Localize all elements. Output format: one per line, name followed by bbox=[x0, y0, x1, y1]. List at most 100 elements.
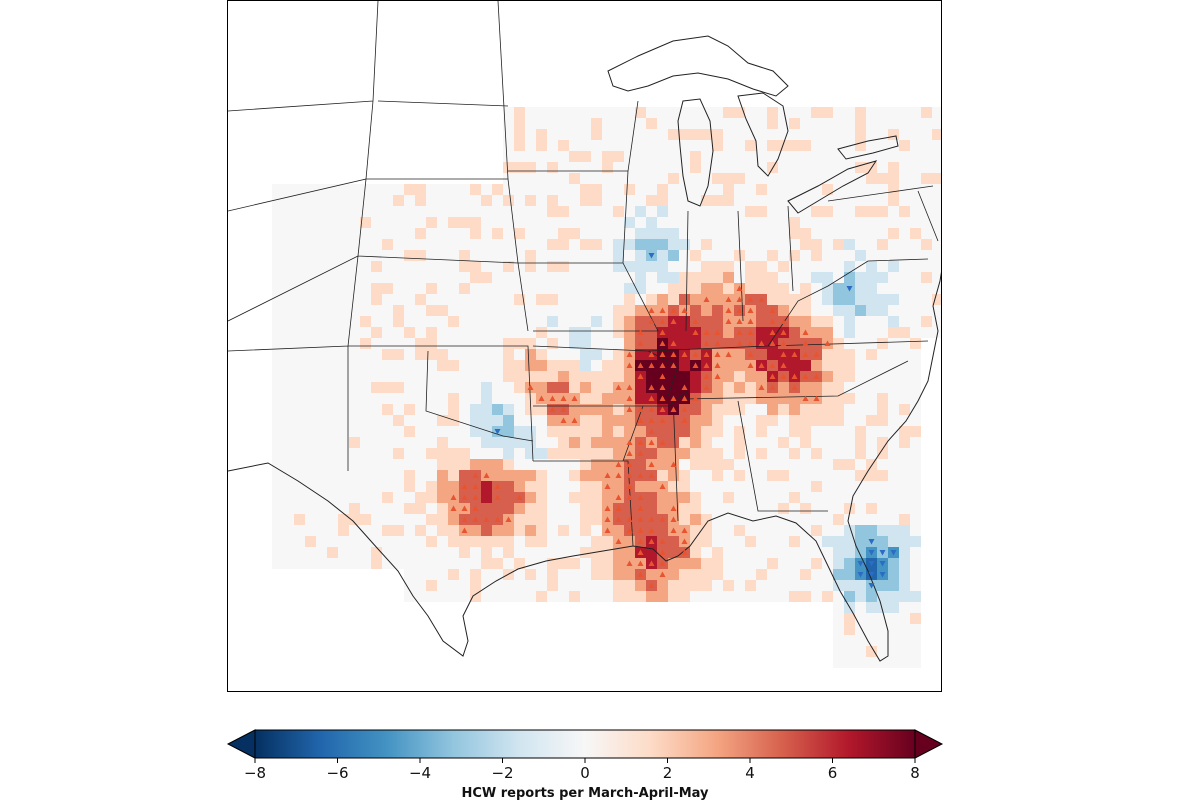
triangle-up-marker bbox=[461, 516, 468, 522]
grid-cell bbox=[888, 162, 899, 173]
grid-cell bbox=[338, 338, 349, 349]
grid-cell bbox=[723, 195, 734, 206]
grid-cell bbox=[910, 338, 921, 349]
grid-cell bbox=[272, 239, 283, 250]
grid-cell bbox=[613, 481, 624, 492]
grid-cell bbox=[305, 206, 316, 217]
triangle-up-marker bbox=[648, 428, 655, 434]
grid-cell bbox=[767, 283, 778, 294]
grid-cell bbox=[624, 162, 635, 173]
grid-cell bbox=[448, 415, 459, 426]
grid-cell bbox=[866, 503, 877, 514]
grid-cell bbox=[899, 349, 910, 360]
grid-cell bbox=[811, 118, 822, 129]
grid-cell bbox=[910, 470, 921, 481]
grid-cell bbox=[558, 448, 569, 459]
grid-cell bbox=[602, 393, 613, 404]
grid-cell bbox=[503, 250, 514, 261]
grid-cell bbox=[833, 525, 844, 536]
grid-cell bbox=[668, 536, 679, 547]
grid-cell bbox=[437, 503, 448, 514]
grid-cell bbox=[734, 118, 745, 129]
grid-cell bbox=[635, 107, 646, 118]
grid-cell bbox=[888, 635, 899, 646]
grid-cell bbox=[569, 261, 580, 272]
grid-cell bbox=[481, 580, 492, 591]
grid-cell bbox=[767, 195, 778, 206]
grid-cell bbox=[624, 426, 635, 437]
grid-cell bbox=[338, 371, 349, 382]
grid-cell bbox=[525, 184, 536, 195]
grid-cell bbox=[525, 547, 536, 558]
triangle-up-marker bbox=[483, 472, 490, 478]
grid-cell bbox=[547, 503, 558, 514]
grid-cell bbox=[294, 459, 305, 470]
grid-cell bbox=[789, 217, 800, 228]
grid-cell bbox=[404, 470, 415, 481]
grid-cell bbox=[393, 217, 404, 228]
grid-cell bbox=[327, 558, 338, 569]
grid-cell bbox=[558, 305, 569, 316]
grid-cell bbox=[580, 217, 591, 228]
grid-cell bbox=[624, 536, 635, 547]
grid-cell bbox=[866, 393, 877, 404]
grid-cell bbox=[877, 657, 888, 668]
grid-cell bbox=[393, 514, 404, 525]
grid-cell bbox=[602, 162, 613, 173]
grid-cell bbox=[855, 327, 866, 338]
grid-cell bbox=[789, 448, 800, 459]
grid-cell bbox=[613, 349, 624, 360]
grid-cell bbox=[437, 481, 448, 492]
grid-cell bbox=[833, 184, 844, 195]
grid-cell bbox=[822, 426, 833, 437]
grid-cell bbox=[316, 470, 327, 481]
grid-cell bbox=[800, 415, 811, 426]
triangle-down-marker bbox=[868, 550, 875, 556]
grid-cell bbox=[305, 481, 316, 492]
grid-cell bbox=[855, 657, 866, 668]
grid-cell bbox=[789, 426, 800, 437]
grid-cell bbox=[591, 118, 602, 129]
grid-cell bbox=[536, 140, 547, 151]
grid-cell bbox=[910, 151, 921, 162]
grid-cell bbox=[503, 558, 514, 569]
grid-cell bbox=[811, 338, 822, 349]
grid-cell bbox=[646, 272, 657, 283]
grid-cell bbox=[316, 393, 327, 404]
grid-cell bbox=[910, 481, 921, 492]
grid-cell bbox=[349, 217, 360, 228]
grid-cell bbox=[371, 360, 382, 371]
grid-cell bbox=[316, 547, 327, 558]
grid-cell bbox=[470, 536, 481, 547]
grid-cell bbox=[888, 525, 899, 536]
grid-cell bbox=[668, 195, 679, 206]
grid-cell bbox=[283, 525, 294, 536]
grid-cell bbox=[789, 514, 800, 525]
grid-cell bbox=[481, 294, 492, 305]
grid-cell bbox=[415, 503, 426, 514]
grid-cell bbox=[635, 162, 646, 173]
grid-cell bbox=[778, 492, 789, 503]
grid-cell bbox=[481, 239, 492, 250]
grid-cell bbox=[712, 470, 723, 481]
triangle-up-marker bbox=[648, 538, 655, 544]
grid-cell bbox=[415, 536, 426, 547]
triangle-down-marker bbox=[879, 572, 886, 578]
grid-cell bbox=[393, 228, 404, 239]
grid-cell bbox=[536, 448, 547, 459]
grid-cell bbox=[888, 415, 899, 426]
grid-cell bbox=[459, 349, 470, 360]
grid-cell bbox=[371, 393, 382, 404]
grid-cell bbox=[910, 107, 921, 118]
grid-cell bbox=[591, 514, 602, 525]
grid-cell bbox=[305, 448, 316, 459]
grid-cell bbox=[734, 492, 745, 503]
triangle-up-marker bbox=[714, 373, 721, 379]
grid-cell bbox=[646, 448, 657, 459]
grid-cell bbox=[536, 492, 547, 503]
grid-cell bbox=[492, 206, 503, 217]
grid-cell bbox=[877, 272, 888, 283]
grid-cell bbox=[822, 316, 833, 327]
grid-cell bbox=[415, 294, 426, 305]
triangle-up-marker bbox=[637, 406, 644, 412]
